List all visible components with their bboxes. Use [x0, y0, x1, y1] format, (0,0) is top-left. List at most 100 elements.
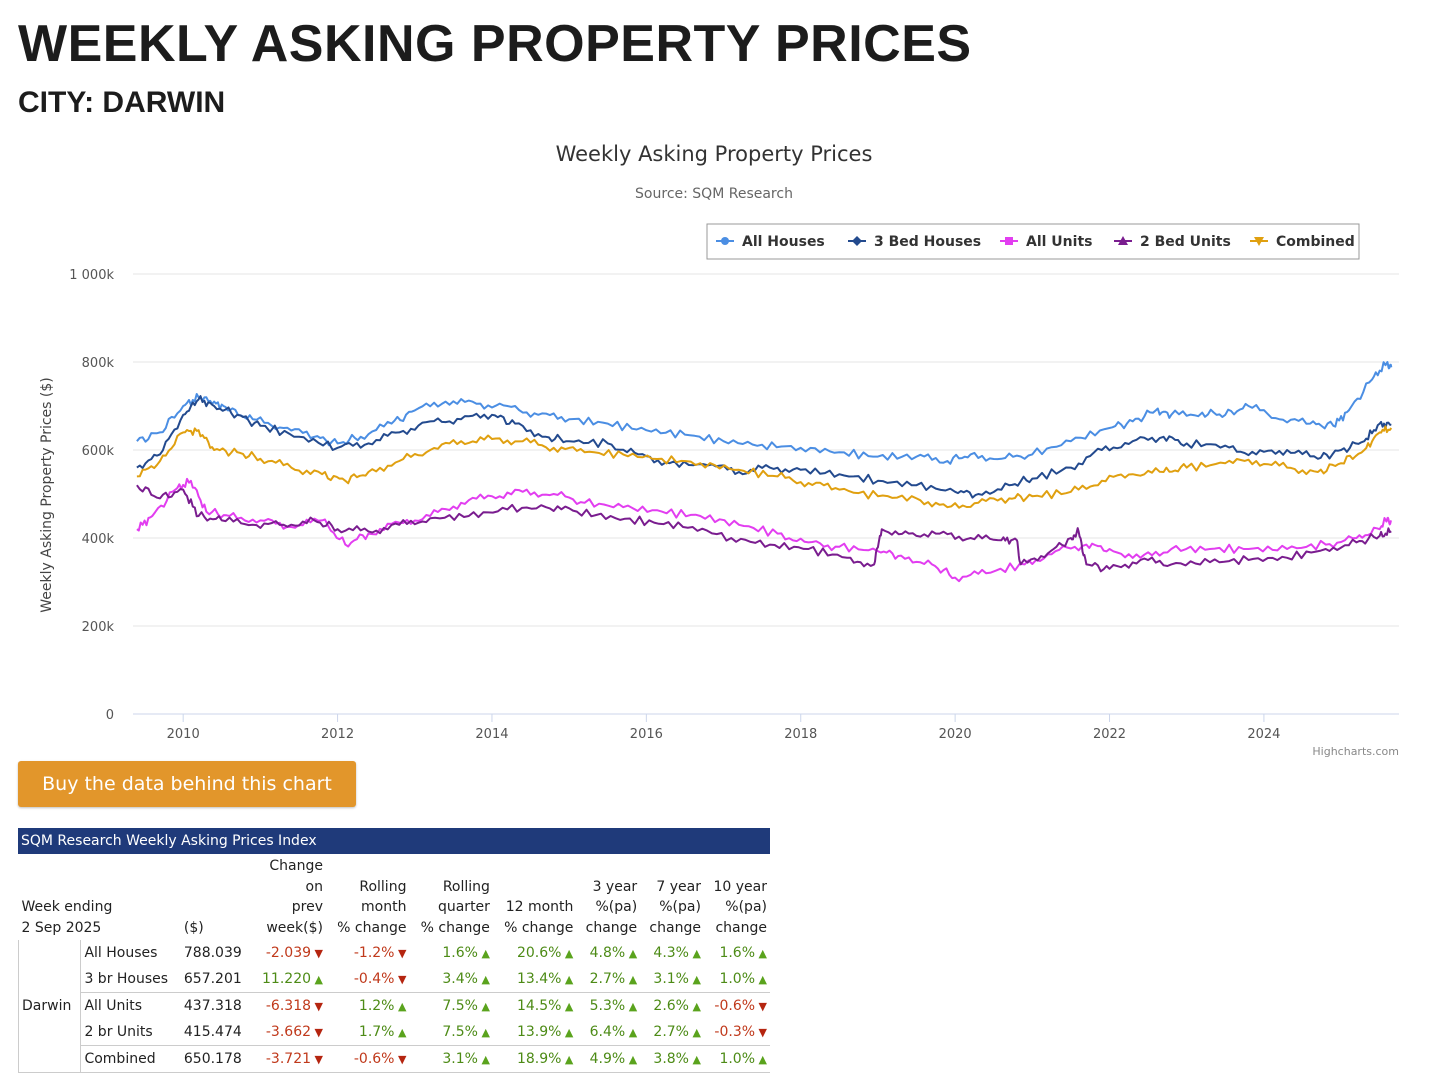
series-line-combined[interactable] — [136, 425, 1393, 509]
up-arrow-icon: ▲ — [477, 1000, 490, 1013]
change-value: 13.4% — [516, 971, 562, 987]
chart-title: Weekly Asking Property Prices — [556, 142, 873, 166]
change-cell: 4.8% ▲ — [576, 940, 640, 966]
circle-marker-icon — [721, 237, 729, 245]
up-arrow-icon: ▲ — [561, 1000, 574, 1013]
change-value: 3.1% — [442, 1051, 478, 1067]
change-value: 3.4% — [442, 971, 478, 987]
up-arrow-icon: ▲ — [477, 947, 490, 960]
change-value: 4.3% — [653, 945, 689, 961]
change-cell: -3.662 ▼ — [252, 1019, 326, 1046]
up-arrow-icon: ▲ — [561, 1026, 574, 1039]
change-value: 6.4% — [589, 1024, 626, 1040]
down-arrow-icon: ▼ — [311, 1000, 323, 1013]
header-twelve-month: 12 month% change — [504, 899, 574, 936]
change-cell: 3.4% ▲ — [409, 966, 492, 993]
property-type-cell: All Houses — [84, 945, 158, 961]
change-value: -2.039 — [265, 945, 312, 961]
change-cell: 18.9% ▲ — [492, 1045, 577, 1073]
price-value-cell: 415.474 — [183, 1024, 242, 1040]
x-tick-label: 2014 — [475, 727, 508, 742]
change-value: 1.7% — [358, 1024, 395, 1040]
up-arrow-icon: ▲ — [625, 1000, 638, 1013]
chart-subtitle: Source: SQM Research — [635, 186, 793, 202]
change-value: 20.6% — [516, 945, 562, 961]
change-cell: 7.5% ▲ — [409, 1019, 492, 1046]
down-arrow-icon: ▼ — [394, 947, 407, 960]
table-caption: SQM Research Weekly Asking Prices Index — [18, 828, 770, 854]
x-tick-label: 2018 — [784, 727, 817, 742]
down-arrow-icon: ▼ — [311, 1026, 323, 1039]
series-line-two-bed-units[interactable] — [136, 484, 1392, 573]
y-axis-label: Weekly Asking Property Prices ($) — [39, 377, 55, 612]
change-cell: 5.3% ▲ — [576, 992, 641, 1019]
legend-item-three-bed-houses[interactable]: 3 Bed Houses — [848, 234, 981, 250]
property-type-cell: Combined — [80, 1045, 181, 1073]
series-line-all-units[interactable] — [136, 477, 1393, 583]
triangle-marker-icon — [1118, 236, 1128, 245]
up-arrow-icon: ▲ — [688, 1026, 701, 1039]
table-row: 2 br Units 415.474 -3.662 ▼ 1.7% ▲ 7.5% ▲ 13.… — [19, 1019, 771, 1046]
change-value: 3.8% — [653, 1051, 689, 1067]
price-chart: Weekly Asking Property Prices Source: SQ… — [39, 142, 1399, 758]
change-cell: 4.3% ▲ — [640, 940, 704, 966]
up-arrow-icon: ▲ — [625, 973, 638, 986]
change-cell: 2.6% ▲ — [640, 992, 704, 1019]
triangle-down-marker-icon — [1254, 237, 1264, 246]
change-cell: 1.0% ▲ — [703, 1045, 770, 1073]
change-cell: 6.4% ▲ — [576, 1019, 640, 1046]
change-value: 13.9% — [516, 1024, 562, 1040]
legend-item-all-houses[interactable]: All Houses — [716, 234, 825, 250]
legend-item-combined[interactable]: Combined — [1250, 234, 1355, 250]
up-arrow-icon: ▲ — [477, 1053, 490, 1066]
up-arrow-icon: ▲ — [755, 973, 767, 986]
region-cell: Darwin — [17, 940, 82, 1073]
change-cell: -0.6% ▼ — [325, 1045, 410, 1073]
y-tick-label: 800k — [82, 356, 115, 371]
change-value: -3.721 — [265, 1051, 312, 1067]
legend-item-two-bed-units[interactable]: 2 Bed Units — [1114, 234, 1231, 250]
change-cell: 11.220 ▲ — [252, 966, 326, 993]
page-subtitle: CITY: DARWIN — [18, 86, 226, 119]
down-arrow-icon: ▼ — [394, 1053, 407, 1066]
y-tick-label: 200k — [82, 620, 115, 635]
change-cell: 1.6% ▲ — [704, 940, 770, 966]
change-cell: 1.0% ▲ — [704, 966, 770, 993]
up-arrow-icon: ▲ — [688, 1053, 701, 1066]
up-arrow-icon: ▲ — [477, 1026, 490, 1039]
highcharts-credit[interactable]: Highcharts.com — [1312, 745, 1399, 758]
legend-item-all-units[interactable]: All Units — [1000, 234, 1092, 250]
table-row: Combined 650.178 -3.721 ▼ -0.6% ▼ 3.1% ▲ 18.9… — [19, 1045, 770, 1073]
change-cell: 13.4% ▲ — [493, 966, 576, 993]
change-value: 11.220 — [262, 971, 312, 987]
change-cell: -1.2% ▼ — [326, 940, 409, 966]
x-tick-label: 2024 — [1247, 727, 1280, 742]
change-cell: 3.1% ▲ — [640, 966, 704, 993]
change-cell: 1.6% ▲ — [409, 940, 492, 966]
series-line-all-houses[interactable] — [136, 361, 1393, 465]
x-tick-label: 2016 — [630, 727, 663, 742]
property-type-cell: All Units — [80, 992, 181, 1019]
header-dollar: ($) — [183, 919, 204, 936]
change-value: 1.2% — [358, 998, 395, 1014]
diamond-marker-icon — [852, 236, 862, 246]
change-value: -0.6% — [353, 1051, 395, 1067]
change-value: 4.8% — [589, 945, 626, 961]
down-arrow-icon: ▼ — [755, 1026, 767, 1039]
up-arrow-icon: ▲ — [688, 947, 701, 960]
up-arrow-icon: ▲ — [394, 1026, 407, 1039]
buy-data-button[interactable]: Buy the data behind this chart — [18, 761, 356, 807]
change-cell: -6.318 ▼ — [251, 992, 326, 1019]
change-value: -6.318 — [265, 998, 312, 1014]
change-cell: -2.039 ▼ — [252, 940, 326, 966]
table-row: 3 br Houses 657.201 11.220 ▲ -0.4% ▼ 3.4% ▲ 1… — [19, 966, 771, 993]
change-value: -1.2% — [353, 945, 395, 961]
legend-label: All Units — [1026, 234, 1092, 250]
change-cell: 3.8% ▲ — [640, 1045, 704, 1073]
header-week-ending: Week ending 2 Sep 2025 — [21, 899, 113, 936]
x-tick-label: 2010 — [167, 727, 200, 742]
down-arrow-icon: ▼ — [394, 973, 407, 986]
change-value: 4.9% — [589, 1051, 626, 1067]
up-arrow-icon: ▲ — [688, 1000, 701, 1013]
change-value: -3.662 — [265, 1024, 312, 1040]
